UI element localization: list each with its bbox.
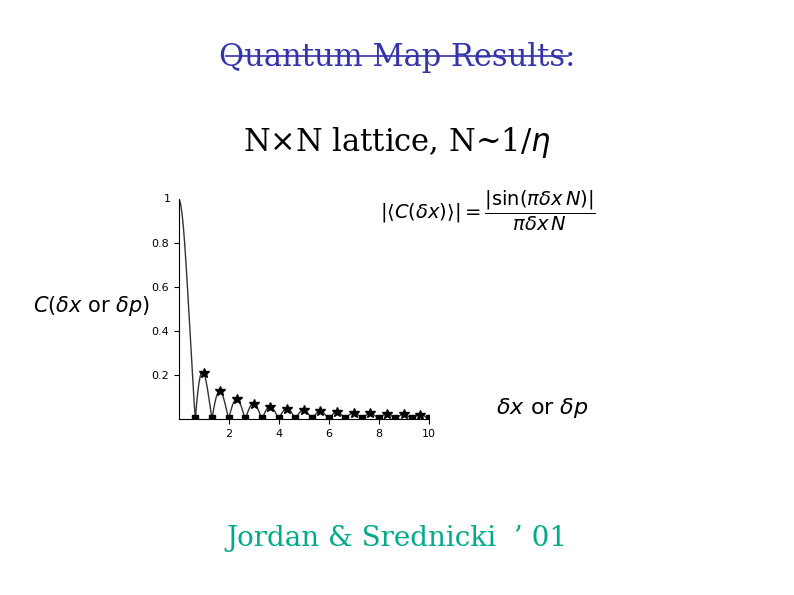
Text: $C(\delta x\ \mathrm{or}\ \delta p)$: $C(\delta x\ \mathrm{or}\ \delta p)$ [33, 295, 150, 318]
Text: $\delta x\ \mathrm{or}\ \delta p$: $\delta x\ \mathrm{or}\ \delta p$ [496, 396, 589, 419]
Text: Jordan & Srednicki  ’ 01: Jordan & Srednicki ’ 01 [226, 525, 568, 552]
Text: Quantum Map Results:: Quantum Map Results: [219, 42, 575, 73]
Text: $|\langle C(\delta x)\rangle|=\dfrac{|\sin(\pi\delta x\, N)|}{\pi\delta x\, N}$: $|\langle C(\delta x)\rangle|=\dfrac{|\s… [380, 189, 596, 233]
Text: N$\times$N lattice, N~1/$\eta$: N$\times$N lattice, N~1/$\eta$ [243, 125, 551, 160]
Text: 1: 1 [164, 195, 172, 204]
